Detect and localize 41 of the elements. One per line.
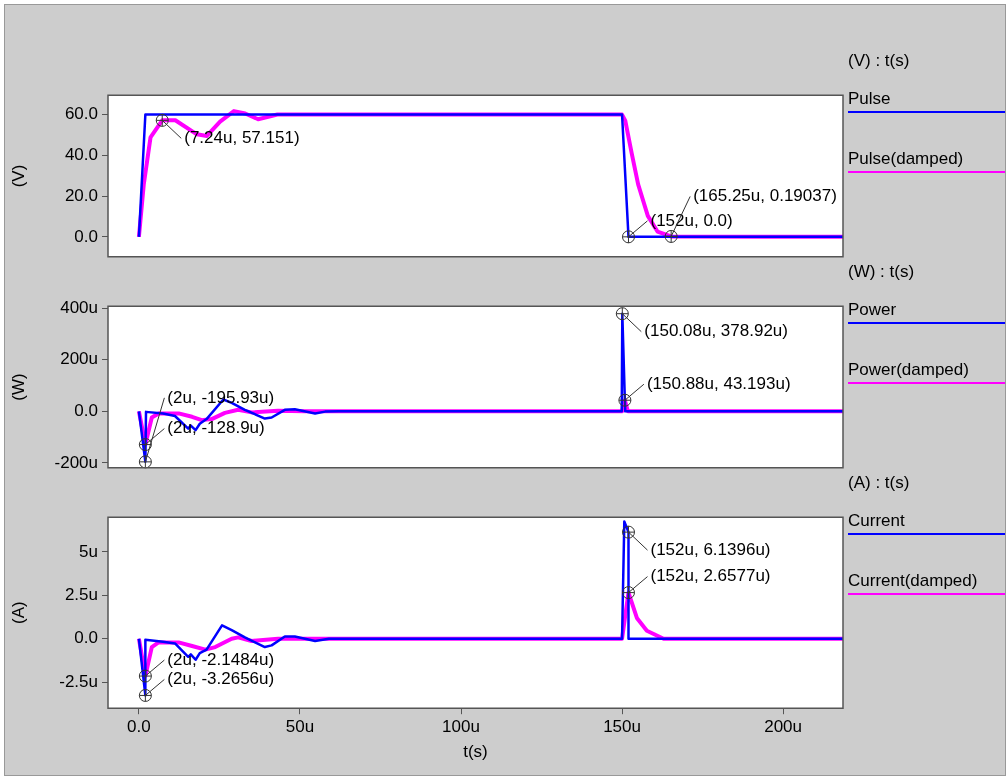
annotation: (150.88u, 43.193u) xyxy=(646,373,791,393)
y-tick-label: 0.0 xyxy=(74,401,98,421)
y-tick-label: 200u xyxy=(60,349,98,369)
y-axis-title: (A) xyxy=(8,601,28,625)
annotation: (152u, 2.6577u) xyxy=(650,566,771,586)
y-tick-label: 5u xyxy=(79,541,98,561)
annotation: (2u, -2.1484u) xyxy=(167,649,275,669)
text: Power xyxy=(848,300,898,321)
annotation: (2u, -195.93u) xyxy=(167,387,275,407)
annotation: (152u, 6.1396u) xyxy=(650,539,771,559)
text: Pulse xyxy=(848,89,892,110)
x-tick-label: 0.0 xyxy=(127,717,151,737)
y-tick-label: 0.0 xyxy=(74,226,98,246)
y-tick-label: 60.0 xyxy=(64,104,98,124)
annotation: (165.25u, 0.19037) xyxy=(693,186,837,206)
annotation: (2u, -3.2656u) xyxy=(167,669,275,689)
y-tick-label: -2.5u xyxy=(59,671,98,691)
legend-title: (A) : t(s) xyxy=(848,473,911,494)
x-tick-label: 100u xyxy=(442,717,480,737)
y-tick-label: 2.5u xyxy=(64,585,98,605)
x-tick-label: 200u xyxy=(764,717,803,737)
text: Current xyxy=(848,511,906,532)
y-axis-title: (W) xyxy=(8,373,28,401)
y-axis-title: (V) xyxy=(8,164,28,188)
series-label: Power(damped) xyxy=(848,360,970,381)
annotation: (150.08u, 378.92u) xyxy=(644,321,788,341)
text: Current(damped) xyxy=(848,571,979,592)
annotation: (2u, -128.9u) xyxy=(167,418,265,438)
text: Pulse(damped) xyxy=(848,149,965,170)
annotation: (152u, 0.0) xyxy=(650,210,733,230)
y-tick-label: -200u xyxy=(54,452,98,472)
x-tick-label: 50u xyxy=(285,717,315,737)
y-tick-label: 40.0 xyxy=(64,145,98,164)
x-tick-label: 150u xyxy=(603,717,641,737)
y-tick-label: 400u xyxy=(60,297,98,317)
x-axis-title: t(s) xyxy=(463,742,488,762)
annotation: (7.24u, 57.151) xyxy=(184,128,300,148)
legend-title: (V) : t(s) xyxy=(848,51,911,72)
y-tick-label: 20.0 xyxy=(64,185,98,205)
y-tick-label: 0.0 xyxy=(74,628,98,648)
legend-title: (W) : t(s) xyxy=(848,262,916,283)
